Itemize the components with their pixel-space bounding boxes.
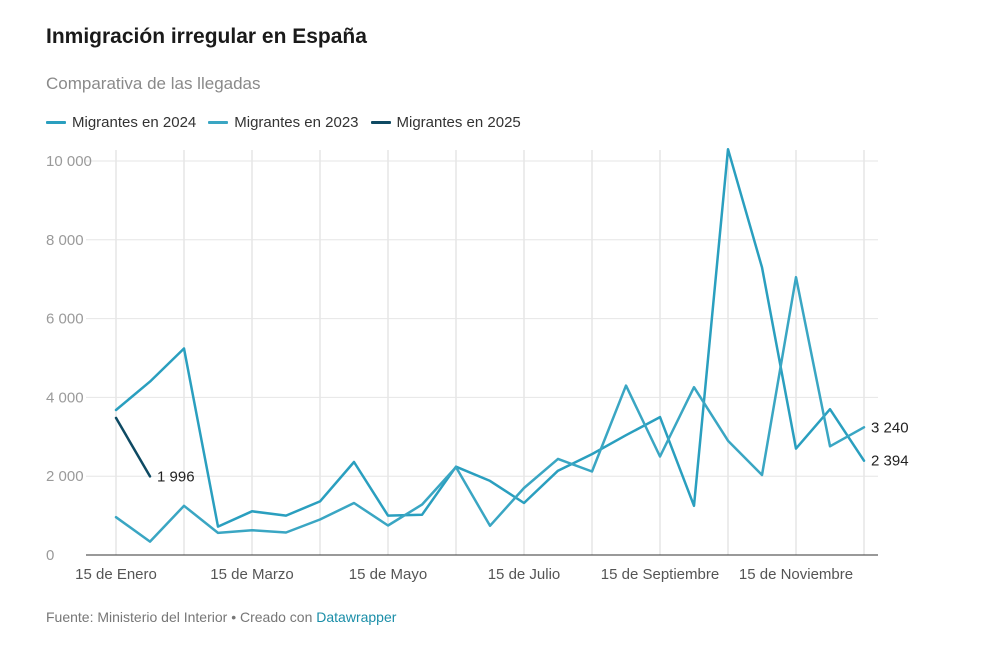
legend-item-2025: Migrantes en 2025 — [370, 114, 521, 131]
series-line-1 — [114, 275, 866, 543]
x-tick-label: 15 de Septiembre — [601, 566, 719, 583]
series-end-label-0: 2 394 — [871, 453, 909, 470]
y-tick-label: 2 000 — [46, 468, 84, 485]
y-tick-label: 6 000 — [46, 311, 84, 328]
y-tick-label: 0 — [46, 547, 54, 564]
x-tick-label: 15 de Mayo — [349, 566, 427, 583]
legend-label-2023: Migrantes en 2023 — [234, 114, 359, 131]
series-line-2 — [114, 416, 152, 478]
chart-legend: Migrantes en 2024 Migrantes en 2023 Migr… — [46, 114, 533, 131]
series-end-label-1: 3 240 — [871, 419, 909, 436]
chart-footer: Fuente: Ministerio del Interior • Creado… — [46, 609, 396, 625]
y-tick-label: 4 000 — [46, 389, 84, 406]
x-tick-label: 15 de Julio — [488, 566, 561, 583]
chart-title: Inmigración irregular en España — [46, 25, 367, 48]
x-tick-label: 15 de Enero — [75, 566, 157, 583]
legend-swatch-2024 — [46, 121, 66, 124]
series-end-label-2: 1 996 — [157, 468, 195, 485]
footer-source: Fuente: Ministerio del Interior • Creado… — [46, 609, 317, 625]
datawrapper-link[interactable]: Datawrapper — [316, 609, 397, 625]
x-tick-label: 15 de Noviembre — [739, 566, 853, 583]
legend-label-2025: Migrantes en 2025 — [396, 114, 521, 131]
y-tick-label: 8 000 — [46, 232, 84, 249]
x-tick-label: 15 de Marzo — [210, 566, 293, 583]
legend-label-2024: Migrantes en 2024 — [72, 114, 197, 131]
legend-item-2023: Migrantes en 2023 — [208, 114, 359, 131]
y-tick-label: 10 000 — [46, 153, 92, 170]
legend-item-2024: Migrantes en 2024 — [46, 114, 196, 131]
legend-swatch-2025 — [370, 121, 391, 124]
chart-subtitle: Comparativa de las llegadas — [46, 74, 261, 93]
legend-swatch-2023 — [208, 121, 229, 124]
series-line-0 — [114, 147, 866, 528]
line-chart: 0 2 000 4 000 6 000 8 000 10 000 15 de Enero 15… — [46, 147, 909, 583]
